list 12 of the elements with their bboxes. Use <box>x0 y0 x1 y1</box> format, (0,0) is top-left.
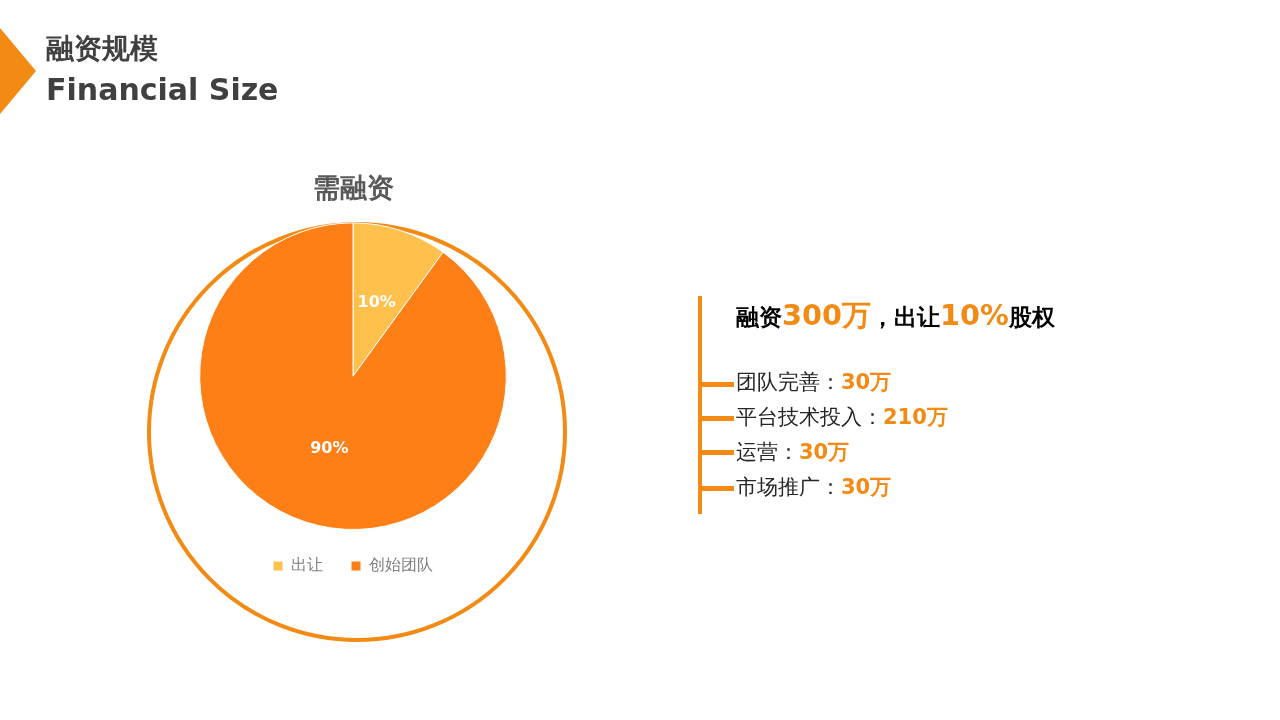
text: 市场推广：30万 <box>736 475 892 499</box>
text: Financial Size <box>46 72 279 107</box>
text: 运营：30万 <box>736 440 850 464</box>
chart-title: 需融资 <box>312 172 394 204</box>
text: 融资规模 <box>46 31 158 67</box>
text: 平台技术投入：210万 <box>736 405 948 429</box>
text: 融资300万，出让10%股权 <box>736 298 1055 332</box>
data-label: 90% <box>310 438 349 458</box>
legend-label: 创始团队 <box>369 555 433 575</box>
data-label: 10% <box>357 292 396 312</box>
legend-label: 出让 <box>291 555 323 575</box>
text: 团队完善：30万 <box>736 370 892 394</box>
